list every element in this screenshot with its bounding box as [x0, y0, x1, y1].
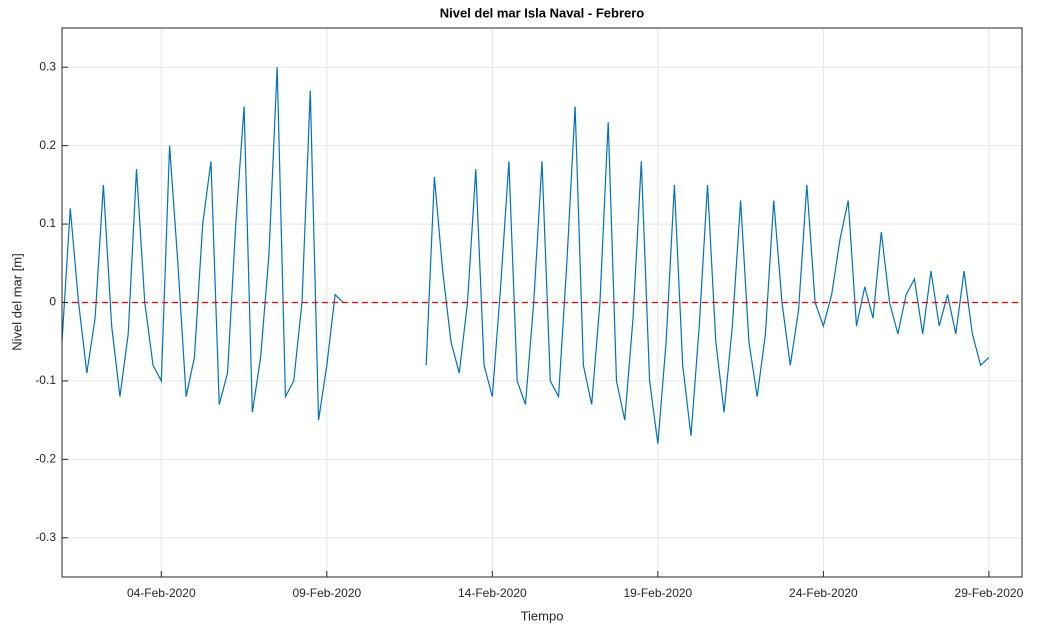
x-tick-label: 14-Feb-2020 [458, 586, 527, 600]
plot-area [61, 67, 1022, 444]
data-line [425, 106, 990, 444]
y-tick-label: -0.2 [35, 452, 56, 466]
grid [62, 28, 1022, 577]
x-tick-label: 24-Feb-2020 [789, 586, 858, 600]
y-tick-label: 0.2 [39, 138, 56, 152]
x-tick-label: 29-Feb-2020 [955, 586, 1024, 600]
y-tick-label: 0.3 [39, 59, 56, 73]
y-tick-label: 0 [49, 295, 56, 309]
y-tick-label: -0.1 [35, 373, 56, 387]
chart-title: Nivel del mar Isla Naval - Febrero [440, 5, 645, 20]
x-tick-label: 09-Feb-2020 [292, 586, 361, 600]
x-tick-label: 04-Feb-2020 [127, 586, 196, 600]
data-line [61, 67, 344, 421]
y-tick-label: 0.1 [39, 216, 56, 230]
y-tick-label: -0.3 [35, 530, 56, 544]
x-axis-label: Tiempo [521, 608, 564, 623]
x-tick-label: 19-Feb-2020 [624, 586, 693, 600]
y-axis-label: Nivel del mar [m] [9, 253, 24, 351]
